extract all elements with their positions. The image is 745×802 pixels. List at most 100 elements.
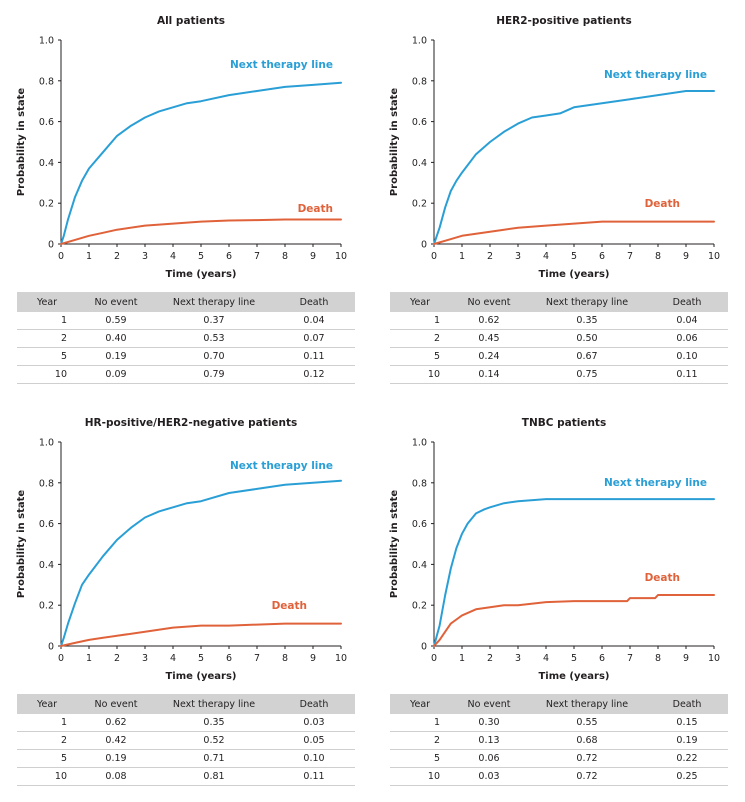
- y-axis-label: Probability in state: [16, 88, 27, 197]
- table-cell: 1: [17, 714, 77, 732]
- x-tick-label: 4: [543, 653, 549, 664]
- table-header-cell: No event: [450, 694, 528, 714]
- y-tick-label: 0.8: [412, 478, 427, 489]
- table-row: 2 0.40 0.53 0.07: [17, 329, 355, 348]
- table-cell: 0.37: [155, 312, 273, 330]
- table-cell: 0.71: [155, 749, 273, 768]
- x-tick-label: 7: [627, 653, 633, 664]
- x-tick-label: 7: [254, 653, 260, 664]
- x-axis-label: Time (years): [165, 671, 236, 682]
- table-cell: 0.55: [528, 714, 646, 732]
- table-cell: 1: [390, 714, 450, 732]
- table-cell: 2: [390, 731, 450, 750]
- table-cell: 0.06: [646, 329, 728, 348]
- panel-hr-positive-her2-negative: HR-positive/HER2-negative patients 0 0.2 0.…: [0, 402, 372, 802]
- panel-her2-positive: HER2-positive patients 0 0.2 0.4 0.6 0.8 1.0 0 1…: [373, 0, 745, 400]
- table-cell: 0.30: [450, 714, 528, 732]
- table-row: 10 0.03 0.72 0.25: [390, 767, 728, 786]
- table-cell: 0.25: [646, 767, 728, 786]
- table-row: 5 0.19 0.71 0.10: [17, 749, 355, 768]
- table-cell: 0.05: [273, 731, 355, 750]
- table-cell: 0.19: [77, 749, 155, 768]
- chart: HR-positive/HER2-negative patients 0 0.2 0.…: [16, 417, 347, 682]
- table-cell: 0.59: [77, 312, 155, 330]
- y-tick-label: 0.8: [39, 76, 54, 87]
- x-tick-label: 5: [571, 653, 577, 664]
- x-tick-label: 2: [487, 653, 493, 664]
- table-row: 10 0.14 0.75 0.11: [390, 365, 728, 384]
- table-cell: 0.11: [646, 365, 728, 384]
- table-cell: 5: [17, 749, 77, 768]
- chart: All patients 0 0.2 0.4 0.6 0.8 1.0 0 1 2 3 4 5 6 7 8 9 10…: [16, 15, 347, 280]
- x-tick-label: 4: [543, 251, 549, 262]
- table-cell: 10: [390, 767, 450, 786]
- y-tick-label: 1.0: [412, 36, 427, 47]
- x-axis-label: Time (years): [165, 269, 236, 280]
- table-cell: 0.11: [273, 767, 355, 786]
- table-cell: 0.22: [646, 749, 728, 768]
- table-header-row: Year No event Next therapy line Death: [17, 694, 355, 714]
- table-header-cell: Next therapy line: [155, 292, 273, 312]
- x-tick-label: 9: [683, 653, 689, 664]
- series-line-next-therapy: [433, 498, 715, 647]
- y-tick-label: 0: [48, 240, 54, 251]
- y-tick-label: 0: [421, 240, 427, 251]
- table-cell: 0.04: [273, 312, 355, 330]
- table-cell: 0.81: [155, 767, 273, 786]
- table-cell: 0.04: [646, 312, 728, 330]
- table-cell: 0.19: [646, 731, 728, 750]
- table-cell: 0.08: [77, 767, 155, 786]
- table-cell: 0.15: [646, 714, 728, 732]
- y-tick-label: 0.2: [412, 601, 427, 612]
- series-label-next-therapy: Next therapy line: [604, 69, 707, 81]
- table-cell: 0.35: [528, 312, 646, 330]
- x-tick-label: 0: [58, 653, 64, 664]
- series-label-death: Death: [645, 198, 680, 210]
- table-cell: 0.19: [77, 347, 155, 366]
- y-tick-label: 0.4: [39, 560, 54, 571]
- x-tick-label: 0: [431, 653, 437, 664]
- series-label-next-therapy: Next therapy line: [230, 460, 333, 472]
- x-tick-label: 1: [459, 653, 465, 664]
- x-tick-label: 1: [86, 251, 92, 262]
- series-line-death: [60, 218, 342, 245]
- table-cell: 0.40: [77, 329, 155, 348]
- table-cell: 2: [390, 329, 450, 348]
- table-cell: 0.03: [450, 767, 528, 786]
- series-label-death: Death: [298, 203, 333, 215]
- x-tick-label: 4: [170, 653, 176, 664]
- table-header-row: Year No event Next therapy line Death: [17, 292, 355, 312]
- series-line-death: [433, 594, 715, 647]
- x-tick-label: 3: [515, 653, 521, 664]
- table-header-cell: No event: [77, 292, 155, 312]
- table-cell: 10: [390, 365, 450, 384]
- table-cell: 0.14: [450, 365, 528, 384]
- table-row: 1 0.62 0.35 0.04: [390, 312, 728, 330]
- table-row: 1 0.59 0.37 0.04: [17, 312, 355, 330]
- y-tick-label: 1.0: [39, 36, 54, 47]
- x-tick-label: 5: [198, 251, 204, 262]
- y-axis-label: Probability in state: [389, 490, 400, 599]
- table-cell: 0.50: [528, 329, 646, 348]
- x-tick-label: 1: [86, 653, 92, 664]
- x-tick-label: 0: [431, 251, 437, 262]
- x-tick-label: 2: [114, 251, 120, 262]
- summary-table: Year No event Next therapy line Death 1 0.62 0…: [390, 292, 728, 384]
- table-cell: 0.12: [273, 365, 355, 384]
- table-cell: 10: [17, 365, 77, 384]
- x-tick-label: 10: [708, 251, 720, 262]
- x-tick-label: 9: [310, 251, 316, 262]
- y-tick-label: 0.4: [412, 560, 427, 571]
- y-tick-label: 0.2: [412, 199, 427, 210]
- chart-title: HER2-positive patients: [496, 15, 632, 27]
- table-cell: 1: [390, 312, 450, 330]
- summary-table: Year No event Next therapy line Death 1 0.62 0…: [17, 694, 355, 786]
- x-tick-label: 4: [170, 251, 176, 262]
- x-tick-label: 2: [487, 251, 493, 262]
- y-tick-label: 0.6: [412, 519, 427, 530]
- series-label-death: Death: [645, 572, 680, 584]
- table-cell: 5: [390, 347, 450, 366]
- table-cell: 0.24: [450, 347, 528, 366]
- table-cell: 2: [17, 329, 77, 348]
- table-header-cell: Death: [646, 292, 728, 312]
